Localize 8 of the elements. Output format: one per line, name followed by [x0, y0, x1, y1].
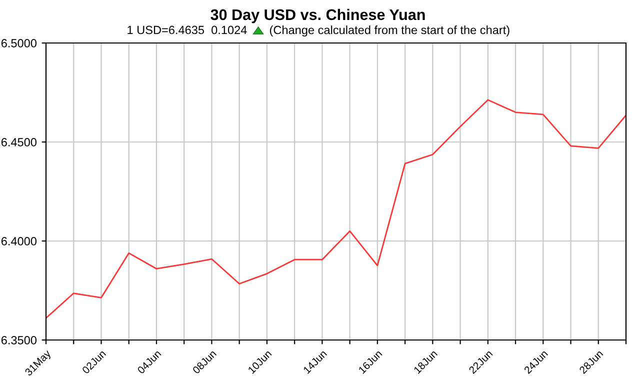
y-tick-label: 6.4500 — [1, 138, 37, 146]
chart-title: 30 Day USD vs. Chinese Yuan — [210, 8, 425, 24]
y-tick-label: 6.3500 — [1, 336, 37, 344]
line-series — [46, 99, 626, 319]
chart-subtitle: 1 USD=6.4635 0.1024 — [128, 26, 247, 34]
text: (Change calculated from the start of the chart) — [270, 26, 510, 36]
y-tick-label: 6.4000 — [1, 237, 37, 246]
y-tick-label: 6.5000 — [1, 39, 37, 48]
